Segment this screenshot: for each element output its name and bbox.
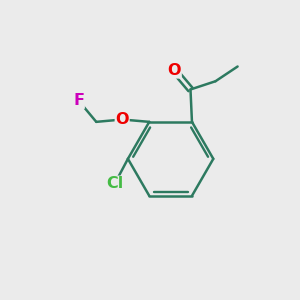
Text: O: O: [167, 63, 181, 78]
Text: O: O: [116, 112, 129, 127]
Text: Cl: Cl: [106, 176, 123, 191]
Text: F: F: [73, 93, 84, 108]
